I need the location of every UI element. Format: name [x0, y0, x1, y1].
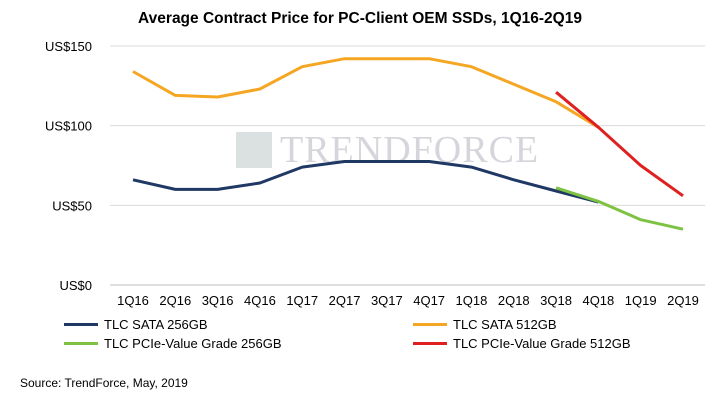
legend-label: TLC SATA 256GB: [104, 317, 208, 332]
legend-label: TLC PCIe-Value Grade 512GB: [453, 336, 631, 351]
x-tick-label: 4Q18: [582, 293, 614, 308]
legend-swatch: [64, 323, 98, 326]
x-tick-label: 4Q16: [244, 293, 276, 308]
y-tick-label: US$0: [59, 278, 92, 293]
series-line-0: [132, 160, 599, 204]
x-tick-label: 3Q18: [540, 293, 572, 308]
legend-swatch: [413, 342, 447, 345]
x-tick-label: 4Q17: [413, 293, 445, 308]
legend-label: TLC PCIe-Value Grade 256GB: [104, 336, 282, 351]
x-tick-label: 2Q18: [498, 293, 530, 308]
legend-item-3: TLC PCIe-Value Grade 512GB: [413, 336, 631, 351]
series-line-1: [132, 57, 600, 129]
legend-item-2: TLC PCIe-Value Grade 256GB: [64, 336, 282, 351]
x-tick-label: 2Q19: [667, 293, 699, 308]
legend-item-0: TLC SATA 256GB: [64, 317, 208, 332]
legend-swatch: [64, 342, 98, 345]
y-tick-label: US$50: [52, 198, 92, 213]
x-tick-label: 3Q17: [371, 293, 403, 308]
legend-label: TLC SATA 512GB: [453, 317, 557, 332]
series-line-2: [555, 186, 684, 231]
x-tick-label: 2Q17: [329, 293, 361, 308]
x-tick-label: 1Q16: [117, 293, 149, 308]
trendforce-logo-icon: [236, 132, 272, 168]
legend-swatch: [413, 323, 447, 326]
y-tick-label: US$100: [45, 119, 92, 134]
legend-item-1: TLC SATA 512GB: [413, 317, 557, 332]
series-line-3: [555, 91, 684, 198]
x-tick-label: 2Q16: [159, 293, 191, 308]
source-note: Source: TrendForce, May, 2019: [20, 376, 188, 390]
chart-title: Average Contract Price for PC-Client OEM…: [138, 10, 582, 27]
x-tick-label: 1Q17: [286, 293, 318, 308]
x-tick-label: 3Q16: [202, 293, 234, 308]
x-tick-label: 1Q18: [456, 293, 488, 308]
y-tick-label: US$150: [45, 39, 92, 54]
x-tick-label: 1Q19: [625, 293, 657, 308]
